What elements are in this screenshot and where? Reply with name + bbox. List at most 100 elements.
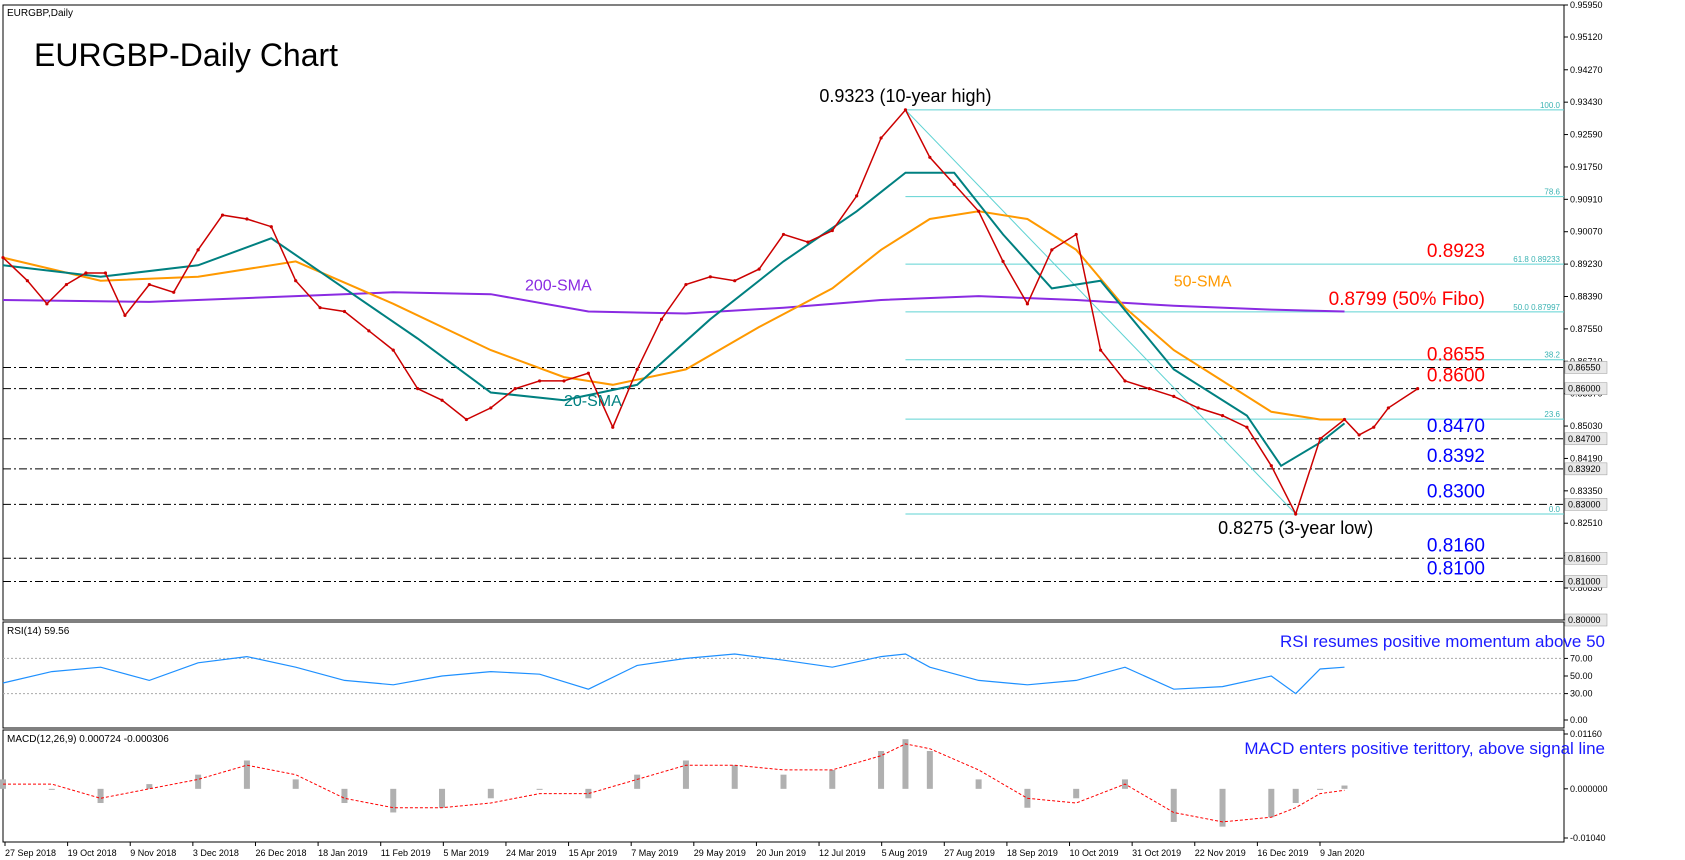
price-marker-box <box>1564 613 1608 627</box>
macd-histogram-bar <box>878 751 885 789</box>
level-labels: 0.8923 0.8799 (50% Fibo) 0.86550.8600 0.847… <box>1329 241 1485 579</box>
price-point <box>440 398 444 402</box>
price-point <box>537 379 542 383</box>
price-point <box>1147 387 1151 391</box>
date-tick-label: 27 Aug 2019 <box>944 848 995 858</box>
price-tick-label: 0.90910 <box>1570 194 1603 204</box>
fib-level-label: 50.0 0.87997 <box>1513 303 1560 312</box>
rsi-panel: 70.00 50.00 30.00 0.00 <box>2 653 1593 725</box>
price-tick-label: 0.85030 <box>1570 421 1603 431</box>
price-point <box>416 387 420 391</box>
price-marker-box <box>1564 462 1608 476</box>
level-label: 0.8100 <box>1427 558 1485 579</box>
price-tick-label: 0.89230 <box>1570 259 1603 269</box>
macd-histogram-bar <box>634 774 641 789</box>
annotations: 0.9323 (10-year high) 0.8275 (3-year low)… <box>525 86 1373 538</box>
macd-histogram-bar <box>341 788 348 804</box>
macd-header: MACD(12,26,9) 0.000724 -0.000306 <box>7 734 169 745</box>
price-point <box>391 348 395 352</box>
macd-histogram-bar <box>195 774 202 789</box>
price-tick-label: 0.93430 <box>1570 97 1603 107</box>
date-tick-label: 22 Nov 2019 <box>1195 848 1246 858</box>
price-point <box>25 279 29 283</box>
price-tick-label: 0.82510 <box>1570 518 1603 528</box>
price-point <box>64 282 69 287</box>
date-tick-label: 3 Dec 2018 <box>193 848 239 858</box>
date-tick-label: 18 Sep 2019 <box>1007 848 1058 858</box>
macd-tick-label: 0.01160 <box>1570 729 1602 739</box>
macd-histogram-bar <box>243 760 250 789</box>
price-point <box>172 290 176 294</box>
date-tick-label: 19 Oct 2018 <box>68 848 117 858</box>
macd-histogram-bar <box>439 788 446 808</box>
price-point <box>1386 406 1390 410</box>
date-axis: 27 Sep 2018 19 Oct 2018 9 Nov 2018 3 Dec 20… <box>4 842 1365 858</box>
price-marker-label: 0.81000 <box>1568 576 1601 586</box>
date-tick-label: 9 Jan 2020 <box>1320 848 1365 858</box>
macd-signal-line <box>3 743 1345 823</box>
level-label: 0.8600 <box>1427 366 1485 387</box>
price-tick-label: 0.95950 <box>1570 0 1603 10</box>
date-tick-label: 12 Jul 2019 <box>819 848 866 858</box>
chart-title: EURGBP-Daily Chart <box>34 37 338 73</box>
macd-histogram-bar <box>975 779 982 789</box>
date-tick-label: 26 Dec 2018 <box>255 848 306 858</box>
price-point <box>1123 379 1127 383</box>
price-point <box>855 194 859 198</box>
rsi-header: RSI(14) 59.56 <box>7 626 70 637</box>
fib-level-label: 100.0 <box>1540 101 1561 110</box>
macd-histogram-bar <box>829 769 836 789</box>
macd-tick-label: 0.000000 <box>1570 784 1608 794</box>
price-point <box>562 379 566 383</box>
price-marker-box <box>1564 382 1608 395</box>
rsi-panel-frame <box>2 621 1565 729</box>
price-point <box>1372 425 1376 429</box>
price-point <box>1 255 5 260</box>
price-marker-box <box>1564 432 1608 446</box>
chart-annotation: 0.8275 (3-year low) <box>1218 518 1373 538</box>
price-point <box>757 267 761 271</box>
price-tick-label: 0.84190 <box>1570 453 1603 463</box>
price-point <box>635 367 639 371</box>
price-point <box>220 213 225 217</box>
fibonacci-retracement: 100.0 78.6 61.8 0.89233 50.0 0.87997 38.2 23.… <box>905 101 1564 515</box>
price-marker-label: 0.84700 <box>1568 434 1601 444</box>
price-point <box>977 209 981 213</box>
macd-histogram-bar <box>902 739 909 789</box>
price-point <box>733 279 737 283</box>
price-axis: 0.95950 0.95120 0.94270 0.93430 0.92590 0.917… <box>1564 0 1608 627</box>
macd-histogram-bar <box>780 774 787 789</box>
price-point <box>196 248 200 252</box>
price-levels <box>3 366 1564 582</box>
price-point <box>1001 259 1005 264</box>
sma-50-line <box>2 210 1345 421</box>
price-point <box>1196 406 1200 410</box>
price-point <box>1318 437 1322 441</box>
price-point <box>903 108 908 112</box>
price-point <box>1220 414 1225 418</box>
price-point <box>879 136 883 140</box>
price-point <box>1269 464 1273 468</box>
level-label: 0.8923 <box>1427 241 1485 262</box>
chart-annotation: 50-SMA <box>1174 273 1232 290</box>
price-marker-label: 0.81600 <box>1568 553 1601 563</box>
rsi-tick-label: 50.00 <box>1570 671 1593 681</box>
price-series <box>1 108 1420 516</box>
price-marker-label: 0.83920 <box>1568 464 1601 474</box>
price-point <box>342 309 347 314</box>
price-point <box>1098 348 1103 352</box>
date-tick-label: 5 Mar 2019 <box>443 848 489 858</box>
price-point <box>1416 387 1420 391</box>
rsi-title: RSI resumes positive momentum above 50 <box>1280 632 1605 651</box>
fib-level-label: 0.0 <box>1549 505 1561 514</box>
price-point <box>103 271 108 275</box>
price-tick-label: 0.83350 <box>1570 486 1603 496</box>
price-point <box>489 406 493 410</box>
fib-level-label: 38.2 <box>1544 351 1560 360</box>
price-point <box>245 217 249 221</box>
macd-histogram-bar <box>1268 788 1275 818</box>
date-tick-label: 18 Jan 2019 <box>318 848 368 858</box>
fib-level-label: 78.6 <box>1544 188 1560 197</box>
level-label: 0.8799 (50% Fibo) <box>1329 289 1485 310</box>
